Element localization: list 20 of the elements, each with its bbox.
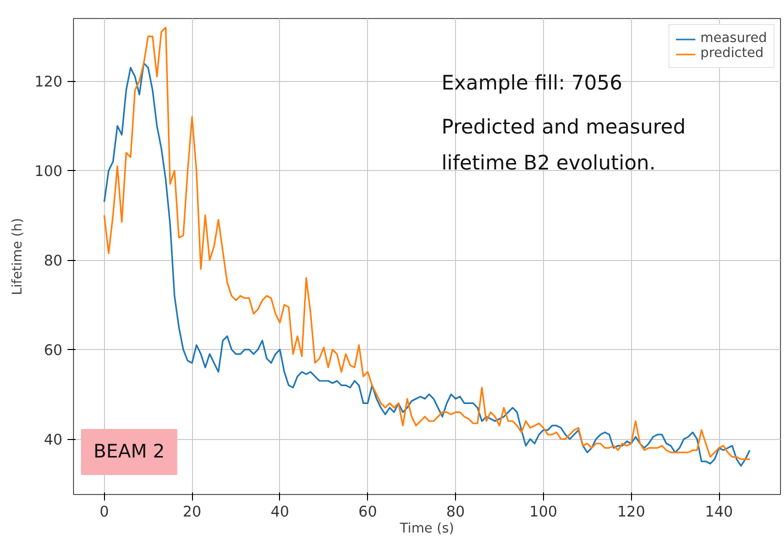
annotation: BEAM 2 [94, 442, 165, 462]
x-tick-label: 80 [446, 504, 465, 520]
x-tick-label: 120 [617, 504, 646, 520]
y-tick-label: 80 [44, 252, 63, 270]
annotation: Predicted and measured lifetime B2 evolution. [442, 114, 686, 174]
y-tick-label: 60 [44, 342, 63, 360]
x-tick-label: 100 [529, 504, 558, 520]
y-tick-label: 40 [44, 432, 63, 449]
y-tick-label: 100 [34, 163, 63, 180]
legend-label: measured [700, 31, 767, 46]
x-tick-label: 20 [182, 504, 202, 520]
y-tick-label: 120 [34, 74, 63, 91]
x-axis-title: Time (s) [398, 522, 454, 536]
x-tick-label: 140 [705, 504, 734, 520]
x-tick-label: 60 [358, 504, 378, 520]
x-tick-label: 0 [100, 504, 109, 520]
y-axis-title: Lifetime (h) [10, 218, 26, 296]
legend-label: predicted [700, 46, 764, 61]
x-tick-label: 40 [270, 504, 290, 520]
annotation: Example fill: 7056 [442, 70, 622, 94]
